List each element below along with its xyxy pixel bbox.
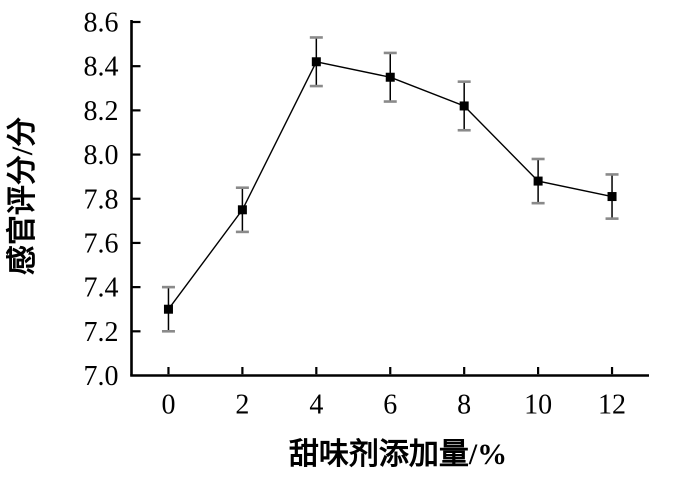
y-tick-label: 8.2 <box>84 96 119 127</box>
x-tick-label: 8 <box>457 390 471 421</box>
y-tick-label: 8.6 <box>84 8 119 39</box>
x-tick-label: 10 <box>524 390 552 421</box>
y-tick-label: 8.0 <box>84 140 119 171</box>
x-tick-label: 6 <box>383 390 397 421</box>
y-tick-label: 7.6 <box>84 228 119 259</box>
data-marker <box>311 57 321 67</box>
data-marker <box>607 192 617 202</box>
y-tick-label: 7.8 <box>84 184 119 215</box>
y-tick-label: 7.0 <box>84 361 119 392</box>
x-tick-label: 0 <box>161 390 175 421</box>
y-tick-label: 7.4 <box>84 273 119 304</box>
data-marker <box>163 304 173 314</box>
y-tick-label: 8.4 <box>84 52 119 83</box>
x-tick-label: 4 <box>309 390 323 421</box>
data-marker <box>459 101 469 111</box>
x-axis-label: 甜味剂添加量/% <box>289 438 507 471</box>
y-tick-label: 7.2 <box>84 317 119 348</box>
data-marker <box>533 176 543 186</box>
plot-area: 7.0 7.2 7.4 7.6 7.8 8.0 8.2 8.4 8.6 0 2 4 6 8 10 12 <box>84 8 649 421</box>
data-marker <box>237 205 247 215</box>
y-axis-label: 感官评分/分 <box>6 117 39 275</box>
x-tick-label: 12 <box>598 390 626 421</box>
x-tick-label: 2 <box>235 390 249 421</box>
data-marker <box>385 72 395 82</box>
